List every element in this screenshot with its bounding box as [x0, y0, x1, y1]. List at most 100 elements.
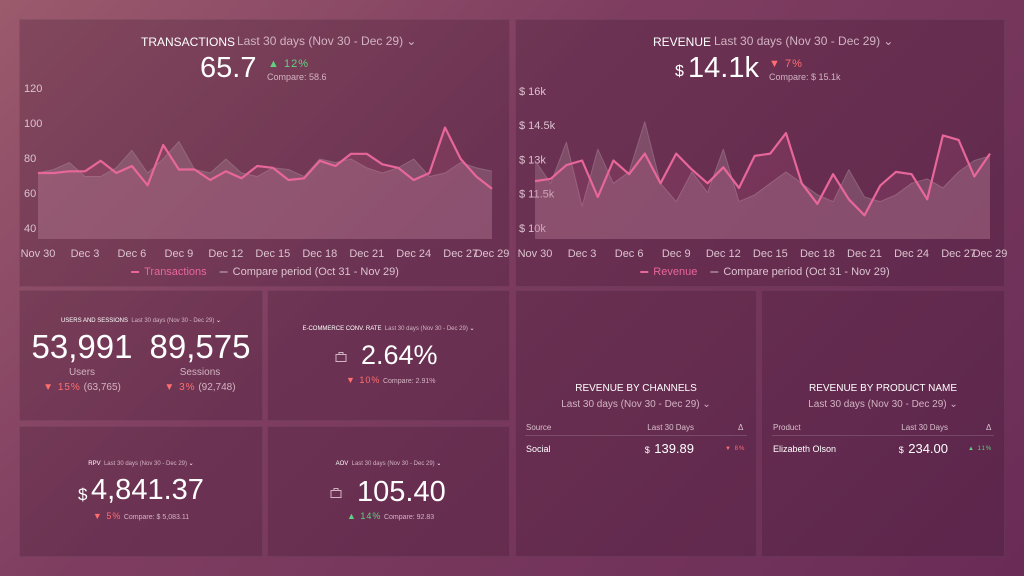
divider — [525, 435, 747, 436]
x-tick-label: Dec 21 — [847, 248, 882, 260]
kpi-value: 53,991 — [31, 328, 133, 365]
widget-title: REVENUE BY PRODUCT NAME — [809, 383, 957, 394]
change: 15% — [57, 382, 81, 393]
period-selector[interactable]: Last 30 days (Nov 30 - Dec 29) ⌄ — [714, 34, 894, 48]
widget-title: E-COMMERCE CONV. RATE — [302, 326, 382, 332]
column-header: Last 30 Days — [647, 423, 694, 432]
panel — [761, 290, 1005, 557]
kpi-change: ▼ 10% Compare: 2.91% — [346, 375, 436, 385]
legend-label: Compare period (Oct 31 - Nov 29) — [723, 266, 889, 278]
value: 234.00 — [908, 441, 948, 456]
widget-title: AOV — [335, 461, 349, 467]
widget-title: TRANSACTIONS — [141, 35, 236, 49]
line — [38, 126, 493, 190]
change: 5% — [106, 511, 122, 521]
divider — [772, 435, 994, 436]
kpi-value: 2.64% — [361, 340, 438, 370]
x-tick-label: Dec 9 — [165, 248, 194, 260]
period: Last 30 days (Nov 30 - Dec 29) — [384, 326, 468, 332]
kpi-value: 4,841.37 — [91, 474, 204, 506]
kpi-change: ▼ 5% Compare: $ 5,083.11 — [92, 511, 190, 521]
currency: $ — [675, 63, 684, 80]
panel — [19, 426, 263, 557]
period: Last 30 days (Nov 30 - Dec 29) — [561, 399, 700, 410]
x-tick-label: Dec 6 — [615, 248, 644, 260]
y-tick-label: 60 — [24, 188, 36, 200]
x-tick-label: Nov 30 — [518, 248, 553, 260]
period-selector[interactable]: Last 30 days (Nov 30 - Dec 29) ⌄ — [237, 34, 417, 48]
x-tick-label: Dec 24 — [894, 248, 929, 260]
period: Last 30 days (Nov 30 - Dec 29) — [351, 461, 435, 467]
cell: ▲ 11% — [968, 446, 993, 452]
widget-header: E-COMMERCE CONV. RATE Last 30 days (Nov … — [302, 326, 475, 332]
x-tick-label: Dec 29 — [475, 248, 510, 260]
period: Last 30 days (Nov 30 - Dec 29) — [237, 34, 404, 48]
area — [535, 133, 990, 239]
widget-header: RPV Last 30 days (Nov 30 - Dec 29) ⌄ — [88, 461, 194, 467]
panel — [267, 290, 510, 421]
change: 14% — [360, 511, 382, 521]
y-tick-label: 40 — [24, 223, 36, 235]
cell: $ 234.00 — [848, 440, 948, 458]
cell: $ 139.89 — [594, 440, 694, 458]
widget-title: RPV — [88, 461, 101, 467]
y-tick-label: $ 11.5k — [519, 189, 555, 201]
y-tick-label: 120 — [24, 83, 42, 95]
value: 139.89 — [654, 441, 694, 456]
period-selector[interactable]: Last 30 days (Nov 30 - Dec 29) ⌄ — [808, 399, 958, 410]
line — [534, 132, 991, 217]
x-tick-label: Dec 27 — [941, 248, 976, 260]
x-tick-label: Nov 30 — [21, 248, 56, 260]
x-tick-label: Dec 6 — [118, 248, 147, 260]
change: 8% — [734, 446, 746, 452]
period: Last 30 days (Nov 30 - Dec 29) — [103, 461, 188, 467]
x-tick-label: Dec 18 — [800, 248, 835, 260]
cell: ▼ 8% — [725, 446, 746, 452]
kpi-compare: Compare: 58.6 — [267, 72, 327, 82]
kpi-change: ▼ 15% (63,765) — [43, 382, 121, 393]
period: Last 30 days (Nov 30 - Dec 29) — [714, 34, 881, 48]
kpi-change: ▼ 7% — [769, 58, 803, 70]
compare: Compare: 2.91% — [382, 378, 436, 385]
widget-header: AOV Last 30 days (Nov 30 - Dec 29) ⌄ — [335, 461, 442, 467]
compare: (63,765) — [83, 382, 121, 393]
y-tick-label: $ 10k — [519, 223, 546, 235]
period: Last 30 days (Nov 30 - Dec 29) — [808, 399, 947, 410]
legend-label: Transactions — [144, 266, 207, 278]
y-tick-label: 100 — [24, 118, 42, 130]
kpi-compare: Compare: $ 15.1k — [769, 72, 841, 82]
column-header: Source — [526, 423, 552, 432]
x-tick-label: Dec 3 — [71, 248, 100, 260]
area — [38, 127, 492, 239]
cell: Elizabeth Olson — [773, 444, 837, 454]
y-tick-label: $ 13k — [519, 154, 546, 166]
x-tick-label: Dec 18 — [302, 248, 337, 260]
kpi-change: ▼ 3% (92,748) — [164, 382, 236, 393]
briefcase-icon — [335, 352, 347, 362]
panel — [515, 290, 757, 557]
column-header: Δ — [986, 423, 992, 432]
kpi-value: 89,575 — [149, 328, 251, 365]
kpi-value: 105.40 — [357, 476, 446, 508]
period-selector[interactable]: Last 30 days (Nov 30 - Dec 29) ⌄ — [561, 399, 711, 410]
change: 7% — [784, 58, 803, 70]
y-tick-label: 80 — [24, 153, 36, 165]
x-tick-label: Dec 24 — [396, 248, 431, 260]
x-tick-label: Dec 12 — [208, 248, 243, 260]
compare-line — [534, 121, 991, 207]
x-tick-label: Dec 3 — [568, 248, 597, 260]
legend: Transactions Compare period (Oct 31 - Nov… — [131, 266, 399, 278]
compare: (92,748) — [198, 382, 236, 393]
compare: Compare: 92.83 — [383, 514, 435, 521]
cell: Social — [526, 444, 551, 454]
widget-title: REVENUE BY CHANNELS — [575, 383, 697, 394]
compare-area — [535, 121, 990, 239]
x-tick-label: Dec 29 — [973, 248, 1008, 260]
column-header: Last 30 Days — [901, 423, 948, 432]
legend-label: Compare period (Oct 31 - Nov 29) — [233, 266, 399, 278]
change: 11% — [977, 446, 993, 452]
widget-title: USERS AND SESSIONS — [60, 318, 128, 324]
kpi-label: Sessions — [179, 367, 221, 378]
y-tick-label: $ 16k — [519, 86, 546, 98]
y-tick-label: $ 14.5k — [519, 120, 556, 132]
